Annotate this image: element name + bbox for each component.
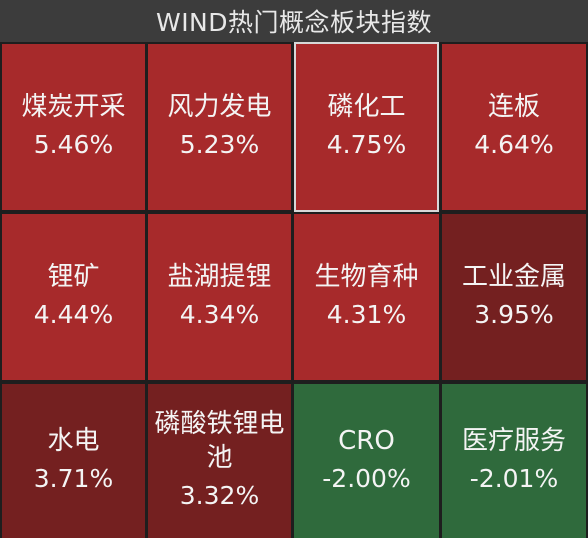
tile-change: 4.34% [179, 300, 260, 329]
tile-hydropower[interactable]: 水电 3.71% [2, 384, 145, 538]
tile-industrial-metals[interactable]: 工业金属 3.95% [442, 214, 586, 380]
panel-title-text: WIND热门概念板块指数 [155, 8, 433, 37]
panel-title: WIND热门概念板块指数 [0, 0, 588, 42]
tile-change: -2.01% [469, 464, 559, 493]
tile-bio-breeding[interactable]: 生物育种 4.31% [294, 214, 439, 380]
tile-change: 3.71% [33, 464, 114, 493]
tile-cro[interactable]: CRO -2.00% [294, 384, 439, 538]
tile-name: CRO [338, 426, 395, 456]
tile-change: 5.46% [33, 130, 114, 159]
tile-name: 锂矿 [47, 262, 100, 292]
tile-name: 医疗服务 [461, 426, 566, 456]
tile-medical-services[interactable]: 医疗服务 -2.01% [442, 384, 586, 538]
tile-change: 4.44% [33, 300, 114, 329]
tile-name: 风力发电 [167, 92, 272, 122]
tile-change: 4.75% [326, 130, 407, 159]
tile-name: 盐湖提锂 [167, 262, 272, 292]
concept-sector-grid: 煤炭开采 5.46% 风力发电 5.23% 磷化工 4.75% 连板 4.64%… [0, 42, 588, 538]
tile-name: 磷化工 [327, 92, 406, 122]
tile-lfp-battery[interactable]: 磷酸铁锂电池 3.32% [148, 384, 291, 538]
tile-name: 连板 [487, 92, 540, 122]
tile-name: 磷酸铁锂电池 [154, 409, 285, 473]
tile-name: 煤炭开采 [21, 92, 126, 122]
tile-salt-lake-lithium[interactable]: 盐湖提锂 4.34% [148, 214, 291, 380]
tile-phosphorus-chemical[interactable]: 磷化工 4.75% [294, 42, 439, 212]
tile-change: 3.32% [179, 481, 260, 510]
tile-change: -2.00% [322, 464, 411, 493]
tile-name: 工业金属 [461, 262, 566, 292]
tile-lithium-mine[interactable]: 锂矿 4.44% [2, 214, 145, 380]
tile-coal-mining[interactable]: 煤炭开采 5.46% [2, 44, 145, 210]
tile-wind-power[interactable]: 风力发电 5.23% [148, 44, 291, 210]
tile-change: 3.95% [474, 300, 554, 329]
tile-name: 生物育种 [314, 262, 419, 292]
tile-change: 4.31% [326, 300, 407, 329]
tile-change: 5.23% [179, 130, 260, 159]
tile-consecutive-limit[interactable]: 连板 4.64% [442, 44, 586, 210]
tile-name: 水电 [47, 426, 100, 456]
tile-change: 4.64% [474, 130, 554, 159]
